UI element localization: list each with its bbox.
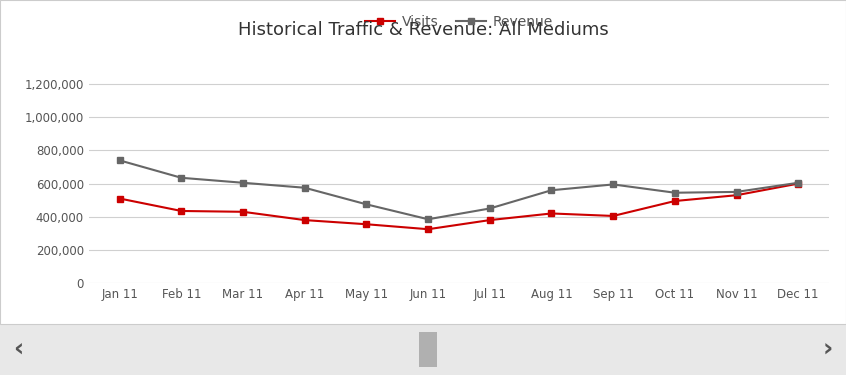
Text: ›: ›	[822, 338, 832, 362]
Text: ‹: ‹	[14, 338, 24, 362]
Bar	[419, 332, 437, 368]
Text: Historical Traffic & Revenue: All Mediums: Historical Traffic & Revenue: All Medium…	[238, 21, 608, 39]
Legend: Visits, Revenue: Visits, Revenue	[359, 10, 559, 35]
